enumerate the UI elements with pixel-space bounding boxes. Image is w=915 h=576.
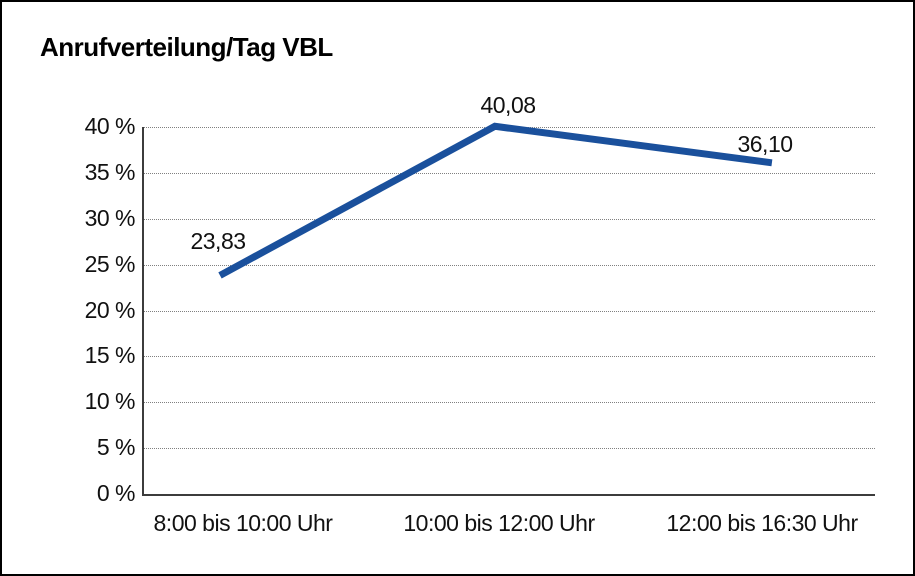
- x-tick-label: 12:00 bis 16:30 Uhr: [666, 510, 858, 536]
- gridline: [144, 265, 875, 266]
- y-tick-label: 40 %: [84, 113, 136, 139]
- x-tick-label: 10:00 bis 12:00 Uhr: [403, 510, 595, 536]
- y-tick-label: 30 %: [84, 205, 136, 231]
- y-tick-label: 20 %: [84, 297, 136, 323]
- y-axis-line: [142, 127, 144, 496]
- point-value-label: 40,08: [480, 92, 536, 118]
- y-tick-label: 35 %: [84, 159, 136, 185]
- y-tick-label: 10 %: [84, 388, 136, 414]
- gridline: [144, 356, 875, 357]
- x-axis-line: [142, 494, 875, 496]
- chart-title: Anrufverteilung/Tag VBL: [40, 32, 333, 62]
- y-tick-label: 25 %: [84, 251, 136, 277]
- point-value-label: 36,10: [737, 131, 793, 157]
- gridline: [144, 219, 875, 220]
- x-tick-label: 8:00 bis 10:00 Uhr: [153, 510, 333, 536]
- gridline: [144, 448, 875, 449]
- gridline: [144, 173, 875, 174]
- gridline: [144, 402, 875, 403]
- point-value-label: 23,83: [190, 228, 246, 254]
- y-tick-label: 0 %: [96, 480, 136, 506]
- gridline: [144, 311, 875, 312]
- y-tick-label: 15 %: [84, 342, 136, 368]
- series-line: [218, 122, 773, 279]
- y-tick-label: 5 %: [96, 434, 136, 460]
